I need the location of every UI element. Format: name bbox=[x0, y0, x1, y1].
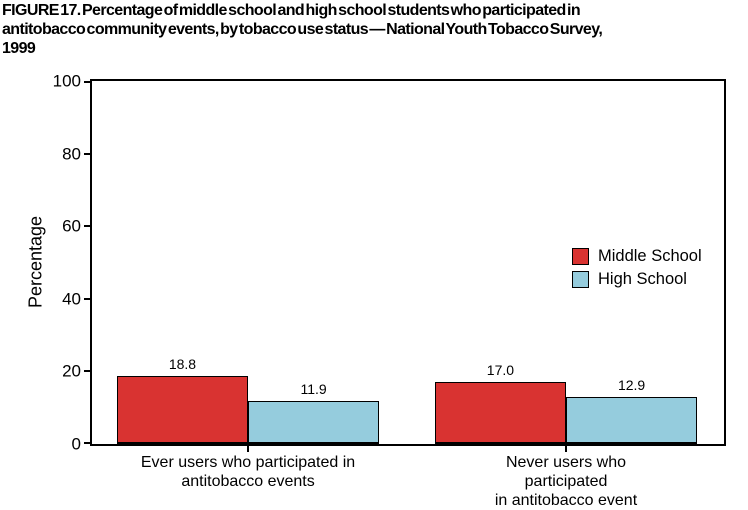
x-tick-mark-group2 bbox=[565, 444, 567, 452]
bar-high-school-group2 bbox=[566, 397, 698, 444]
figure-title-line-3: 1999 bbox=[2, 40, 36, 57]
legend: Middle School High School bbox=[572, 247, 702, 289]
y-tick-mark-80 bbox=[84, 152, 92, 155]
bar-middle-school-group2 bbox=[434, 382, 566, 444]
y-tick-label-80: 80 bbox=[62, 144, 81, 164]
bar-value-label: 17.0 bbox=[486, 362, 515, 379]
y-tick-mark-20 bbox=[84, 370, 92, 373]
y-tick-mark-0 bbox=[84, 442, 92, 444]
legend-swatch-icon bbox=[572, 248, 589, 265]
plot-area: 0 20 40 60 80 100 18.8 11.9 Ever users who parti… bbox=[53, 73, 726, 509]
y-tick-label-0: 0 bbox=[71, 434, 81, 454]
y-axis-title: Percentage bbox=[25, 215, 46, 309]
x-category-label-group1: Ever users who participated in antitobac… bbox=[140, 454, 356, 490]
legend-item-middle-school: Middle School bbox=[572, 247, 702, 266]
y-tick-label-60: 60 bbox=[62, 216, 81, 236]
figure-title-line-2: antitobacco community events, by tobacco… bbox=[2, 21, 603, 38]
x-tick-mark-group1 bbox=[247, 444, 250, 452]
bar-value-label: 18.8 bbox=[168, 355, 197, 372]
legend-label: Middle School bbox=[598, 247, 702, 265]
figure-title-line-1: FIGURE 17. Percentage of middle school a… bbox=[2, 2, 581, 19]
y-tick-label-100: 100 bbox=[52, 71, 81, 91]
legend-item-high-school: High School bbox=[572, 270, 702, 289]
y-tick-label-40: 40 bbox=[62, 289, 81, 309]
y-tick-mark-40 bbox=[84, 297, 92, 300]
bar-middle-school-group1 bbox=[116, 375, 249, 444]
y-tick-label-20: 20 bbox=[62, 361, 81, 381]
figure-title: FIGURE 17. Percentage of middle school a… bbox=[2, 1, 748, 58]
bar-value-label: 11.9 bbox=[300, 380, 327, 397]
bar-high-school-group1 bbox=[248, 400, 380, 444]
x-category-label-group2: Never users who participated in antitoba… bbox=[494, 454, 638, 509]
legend-label: High School bbox=[598, 270, 687, 288]
legend-swatch-icon bbox=[572, 271, 589, 288]
bar-value-label: 12.9 bbox=[617, 377, 646, 394]
y-tick-mark-100 bbox=[84, 81, 92, 83]
y-tick-mark-60 bbox=[84, 225, 92, 228]
